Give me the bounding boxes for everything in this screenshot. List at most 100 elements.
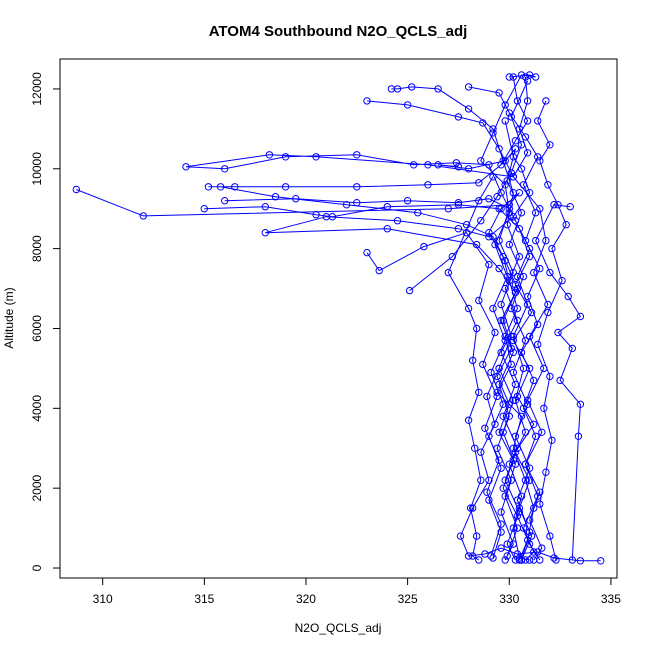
data-point — [513, 316, 522, 325]
data-point — [536, 157, 544, 165]
data-point — [281, 183, 290, 191]
chart-title: ATOM4 Southbound N2O_QCLS_adj — [209, 23, 468, 40]
data-point — [507, 169, 515, 177]
data-point — [424, 181, 432, 189]
data-point — [497, 528, 505, 536]
data-point — [523, 149, 532, 157]
data-point — [525, 252, 534, 261]
data-point — [139, 212, 148, 220]
data-point — [477, 476, 485, 484]
data-point — [509, 173, 517, 181]
data-point — [564, 292, 572, 301]
data-point — [544, 308, 552, 317]
x-tick-label: 310 — [93, 592, 113, 606]
series-line — [224, 198, 518, 557]
series-line — [459, 368, 601, 562]
series-line — [391, 86, 520, 561]
data-point — [503, 540, 511, 548]
data-point — [509, 368, 517, 377]
data-point — [444, 268, 452, 277]
data-point — [312, 153, 320, 161]
data-point — [499, 400, 507, 408]
data-point — [511, 448, 520, 456]
data-point — [513, 524, 522, 532]
data-point — [328, 213, 337, 221]
data-point — [281, 153, 290, 161]
data-point — [517, 165, 526, 173]
data-point — [509, 153, 517, 161]
data-point — [517, 209, 526, 217]
data-point — [495, 428, 503, 436]
series-line — [366, 100, 549, 561]
x-axis-label: N2O_QCLS_adj — [295, 621, 382, 635]
data-point — [507, 113, 515, 121]
data-point — [471, 444, 479, 452]
data-point — [546, 372, 554, 381]
data-point — [497, 544, 505, 552]
data-point — [454, 113, 463, 121]
data-point — [542, 97, 550, 105]
data-point — [534, 153, 542, 161]
data-point — [548, 244, 556, 253]
data-point — [383, 225, 391, 233]
data-point — [452, 159, 461, 167]
data-point — [511, 145, 520, 153]
data-point — [505, 73, 513, 81]
data-point — [464, 83, 473, 91]
data-point — [469, 504, 477, 512]
data-point — [523, 97, 532, 105]
data-point — [505, 109, 513, 117]
data-point — [495, 264, 503, 273]
data-point — [454, 225, 463, 233]
data-point — [576, 400, 585, 408]
data-point — [292, 195, 300, 203]
data-point — [489, 173, 497, 181]
series-line — [438, 148, 531, 561]
data-point — [511, 280, 520, 289]
data-point — [509, 213, 517, 221]
data-point — [261, 203, 269, 211]
data-point — [542, 468, 550, 476]
data-point — [509, 456, 517, 464]
data-point — [483, 392, 491, 401]
data-point — [574, 432, 583, 440]
data-point — [497, 300, 505, 309]
data-point — [513, 392, 522, 401]
data-point — [221, 197, 229, 205]
data-point — [540, 404, 548, 412]
series-line — [76, 189, 520, 561]
y-tick-label: 8000 — [30, 235, 44, 262]
data-point — [507, 332, 515, 341]
data-point — [509, 336, 517, 345]
series-13 — [221, 195, 522, 560]
data-point — [501, 336, 509, 345]
data-point — [519, 272, 528, 281]
data-point — [491, 420, 499, 428]
data-point — [454, 201, 463, 209]
series-line — [468, 86, 543, 561]
data-point — [532, 432, 540, 440]
data-point — [554, 328, 562, 337]
data-point — [501, 181, 509, 189]
data-point — [597, 557, 605, 565]
data-point — [550, 554, 558, 562]
data-point — [499, 428, 507, 436]
data-point — [495, 89, 503, 97]
data-point — [434, 85, 442, 93]
x-tick-label: 315 — [194, 592, 214, 606]
data-point — [408, 83, 416, 91]
x-tick-label: 325 — [398, 592, 418, 606]
data-point — [403, 197, 412, 205]
data-point — [375, 266, 383, 275]
data-point — [501, 476, 509, 484]
series-6 — [444, 173, 497, 564]
data-point — [542, 236, 550, 245]
data-point — [532, 236, 540, 245]
data-point — [511, 288, 520, 297]
y-tick-label: 6000 — [30, 315, 44, 342]
data-point — [521, 73, 530, 81]
data-point — [200, 205, 209, 213]
data-point — [501, 492, 509, 500]
data-point — [231, 183, 239, 191]
data-point — [503, 177, 511, 185]
